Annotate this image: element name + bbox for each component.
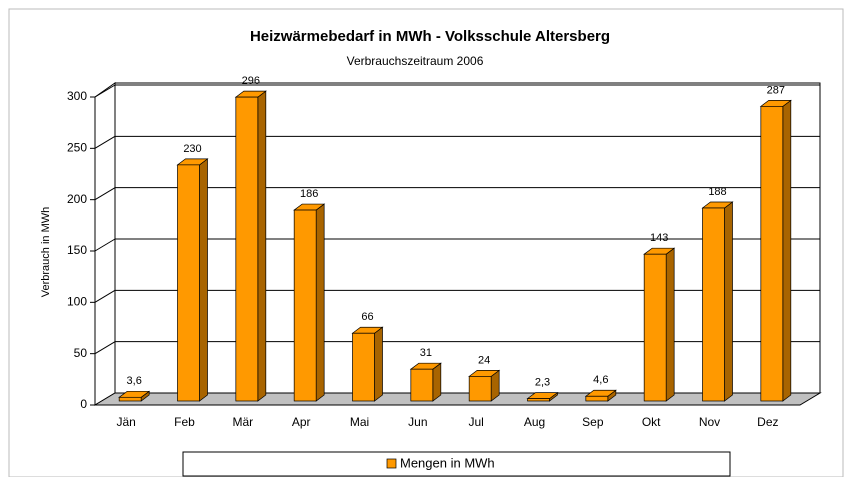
data-label: 3,6 — [127, 375, 142, 387]
x-tick-label: Feb — [174, 415, 195, 429]
bar — [585, 395, 609, 402]
bar-side — [724, 201, 733, 402]
bar-side — [257, 90, 267, 402]
legend-label: Mengen in MWh — [400, 455, 495, 470]
x-tick-label: Mär — [232, 415, 253, 429]
bar-side — [315, 203, 325, 402]
x-tick-label: Aug — [524, 415, 545, 429]
y-axis-label: Verbrauch in MWh — [40, 207, 52, 297]
chart-title: Heizwärmebedarf in MWh - Volksschule Alt… — [250, 28, 610, 45]
x-tick-label: Jän — [116, 415, 135, 429]
bar — [468, 376, 492, 402]
bar — [352, 332, 375, 402]
y-tick-label: 200 — [67, 192, 87, 206]
data-label: 143 — [650, 232, 668, 244]
side-wall — [94, 82, 116, 406]
x-tick-label: Mai — [350, 415, 369, 429]
legend-box — [182, 451, 731, 477]
y-tick-label: 100 — [67, 295, 87, 309]
bar — [410, 368, 434, 402]
bar — [702, 207, 725, 402]
bar-side — [665, 247, 675, 402]
y-tick-label: 250 — [67, 141, 87, 155]
grid-line — [94, 187, 116, 201]
grid-line — [94, 289, 116, 303]
bar-side — [782, 99, 792, 402]
data-label: 296 — [242, 75, 260, 87]
x-tick-label: Jul — [468, 415, 483, 429]
x-tick-label: Jun — [408, 415, 427, 429]
bar — [760, 105, 784, 402]
grid-line — [94, 341, 116, 355]
bar — [293, 209, 317, 402]
x-tick-label: Dez — [757, 415, 778, 429]
y-tick-label: 150 — [67, 243, 87, 257]
x-tick-label: Sep — [582, 415, 604, 429]
data-label: 24 — [478, 354, 490, 366]
data-label: 4,6 — [593, 374, 608, 386]
legend-swatch — [386, 458, 397, 469]
grid-line — [94, 238, 116, 252]
data-label: 31 — [420, 347, 432, 359]
y-tick-label: 300 — [67, 89, 87, 103]
data-label: 230 — [183, 143, 201, 155]
x-tick-label: Apr — [292, 415, 311, 429]
bar — [118, 396, 142, 402]
data-label: 2,3 — [535, 377, 550, 389]
grid-line — [94, 135, 116, 149]
y-tick-label: 0 — [80, 397, 87, 411]
data-label: 188 — [708, 186, 726, 198]
x-tick-label: Okt — [642, 415, 661, 429]
chart-subtitle: Verbrauchszeitraum 2006 — [347, 54, 484, 68]
x-tick-label: Nov — [699, 415, 720, 429]
data-label: 287 — [767, 84, 785, 96]
y-tick-label: 50 — [74, 346, 88, 360]
bar-side — [374, 326, 383, 402]
bar — [643, 253, 667, 402]
bar — [177, 164, 200, 402]
bar-side — [432, 362, 442, 402]
data-label: 66 — [361, 311, 373, 323]
grid-line — [94, 84, 116, 98]
data-label: 186 — [300, 188, 318, 200]
bar — [527, 398, 550, 402]
bar — [235, 96, 259, 402]
bar-side — [199, 158, 208, 402]
